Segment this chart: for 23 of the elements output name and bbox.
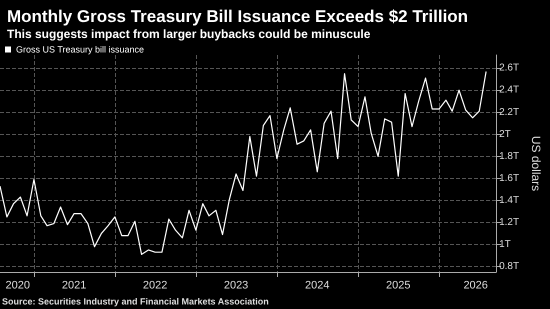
x-tick-label: 2022	[142, 280, 168, 292]
y-tick-label: 0.8T	[499, 260, 520, 272]
x-tick-label: 2021	[62, 280, 86, 292]
x-tick-label: 2024	[305, 280, 330, 292]
source-note: Source: Securities Industry and Financial Markets Association	[2, 296, 269, 306]
x-tick-label: 2025	[386, 280, 410, 292]
x-tick-label: 2023	[224, 280, 248, 292]
y-tick-label: 1T	[499, 238, 511, 250]
x-tick-label: 2026	[463, 280, 488, 292]
line-series	[0, 70, 487, 255]
legend-label: Gross US Treasury bill issuance	[16, 44, 144, 54]
x-tick-label: 2020	[6, 280, 30, 292]
y-tick-label: 1.2T	[499, 216, 520, 228]
y-axis-title: US dollars	[529, 136, 543, 192]
chart-title: Monthly Gross Treasury Bill Issuance Exceeds $2 Trillion	[7, 7, 468, 26]
y-tick-label: 1.8T	[499, 150, 520, 162]
chart-subtitle: This suggests impact from larger buybacks could be minuscule	[7, 27, 371, 41]
y-tick-label: 2.4T	[499, 84, 520, 96]
y-tick-label: 1.6T	[499, 172, 520, 184]
y-tick-label: 2.2T	[499, 106, 520, 118]
y-tick-label: 1.4T	[499, 194, 520, 206]
y-tick-label: 2.6T	[499, 62, 520, 74]
y-tick-label: 2T	[499, 128, 511, 140]
